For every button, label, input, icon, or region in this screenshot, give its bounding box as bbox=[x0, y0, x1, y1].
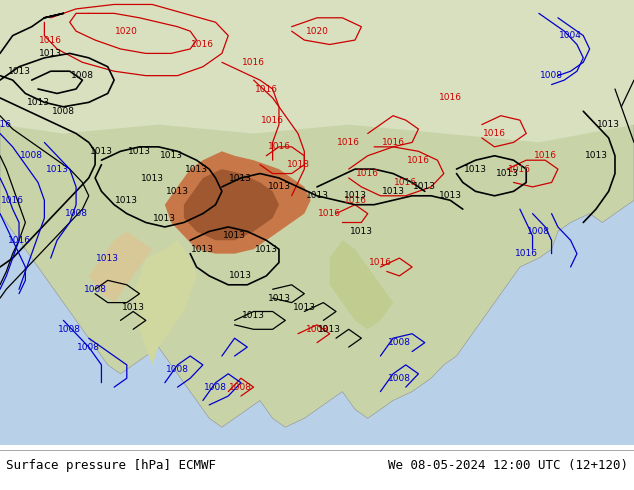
Text: 1016: 1016 bbox=[255, 84, 278, 94]
Text: 1013: 1013 bbox=[96, 254, 119, 263]
Text: 1013: 1013 bbox=[413, 182, 436, 192]
Text: 1013: 1013 bbox=[230, 271, 252, 280]
Text: 1008: 1008 bbox=[540, 71, 563, 80]
Text: 1016: 1016 bbox=[1, 196, 24, 205]
Polygon shape bbox=[89, 231, 152, 303]
Text: 1008: 1008 bbox=[527, 227, 550, 236]
Text: 1013: 1013 bbox=[344, 191, 366, 200]
Text: 1008: 1008 bbox=[52, 107, 75, 116]
Text: 1020: 1020 bbox=[306, 26, 328, 36]
Text: 1008: 1008 bbox=[388, 338, 411, 347]
Text: 1016: 1016 bbox=[356, 169, 379, 178]
Text: 1008: 1008 bbox=[84, 285, 107, 294]
Text: 1013: 1013 bbox=[115, 196, 138, 205]
Text: 1013: 1013 bbox=[122, 302, 145, 312]
Text: 1016: 1016 bbox=[515, 249, 538, 258]
Text: 1013: 1013 bbox=[268, 182, 290, 192]
Text: 1013: 1013 bbox=[160, 151, 183, 160]
Text: 1013: 1013 bbox=[255, 245, 278, 254]
Text: 1013: 1013 bbox=[27, 98, 49, 107]
Text: 1016: 1016 bbox=[394, 178, 417, 187]
Text: 1016: 1016 bbox=[318, 209, 341, 218]
Text: We 08-05-2024 12:00 UTC (12+120): We 08-05-2024 12:00 UTC (12+120) bbox=[387, 459, 628, 472]
Text: 1004: 1004 bbox=[559, 31, 582, 40]
Text: 1013: 1013 bbox=[46, 165, 68, 173]
Text: 1008: 1008 bbox=[77, 343, 100, 352]
Text: 1016: 1016 bbox=[344, 196, 366, 205]
Text: 1013: 1013 bbox=[439, 191, 462, 200]
Text: 1008: 1008 bbox=[58, 325, 81, 334]
Text: 1020: 1020 bbox=[115, 26, 138, 36]
Text: 1013: 1013 bbox=[191, 245, 214, 254]
Text: 1016: 1016 bbox=[382, 138, 404, 147]
Text: Surface pressure [hPa] ECMWF: Surface pressure [hPa] ECMWF bbox=[6, 459, 216, 472]
Text: 1008: 1008 bbox=[388, 374, 411, 383]
Text: 1016: 1016 bbox=[261, 116, 284, 124]
Polygon shape bbox=[133, 240, 197, 365]
Text: 1016: 1016 bbox=[0, 120, 11, 129]
Text: 1013: 1013 bbox=[293, 302, 316, 312]
Text: 1013: 1013 bbox=[223, 231, 246, 241]
Text: 1008: 1008 bbox=[166, 365, 189, 374]
Text: 1008: 1008 bbox=[20, 151, 43, 160]
Text: 1018: 1018 bbox=[287, 160, 309, 169]
Text: 1016: 1016 bbox=[534, 151, 557, 160]
Text: 1013: 1013 bbox=[166, 187, 189, 196]
Text: 1013: 1013 bbox=[585, 151, 607, 160]
Text: 1013: 1013 bbox=[318, 325, 341, 334]
Text: 1016: 1016 bbox=[337, 138, 360, 147]
Text: 1016: 1016 bbox=[242, 58, 265, 67]
Text: 1016: 1016 bbox=[369, 258, 392, 267]
Text: 1013: 1013 bbox=[39, 49, 62, 58]
Polygon shape bbox=[0, 0, 634, 427]
Text: 1016: 1016 bbox=[508, 165, 531, 173]
Polygon shape bbox=[165, 151, 311, 254]
Text: 1016: 1016 bbox=[8, 236, 30, 245]
Text: 1013: 1013 bbox=[185, 165, 208, 173]
Text: 1016: 1016 bbox=[268, 143, 290, 151]
Text: 1013: 1013 bbox=[496, 169, 519, 178]
Text: 1016: 1016 bbox=[439, 94, 462, 102]
Text: 1013: 1013 bbox=[230, 173, 252, 182]
Text: 1013: 1013 bbox=[464, 165, 487, 173]
Text: 1008: 1008 bbox=[71, 71, 94, 80]
Text: 1016: 1016 bbox=[191, 40, 214, 49]
Text: 1013: 1013 bbox=[350, 227, 373, 236]
Text: 1013: 1013 bbox=[8, 67, 30, 75]
Polygon shape bbox=[0, 0, 634, 143]
Text: 1013: 1013 bbox=[306, 191, 328, 200]
Polygon shape bbox=[184, 169, 279, 240]
Text: 1013: 1013 bbox=[153, 214, 176, 222]
Text: 1008: 1008 bbox=[306, 325, 328, 334]
Text: 1013: 1013 bbox=[128, 147, 151, 156]
Text: 1016: 1016 bbox=[407, 156, 430, 165]
Text: 1016: 1016 bbox=[39, 36, 62, 45]
Text: 1013: 1013 bbox=[242, 312, 265, 320]
Text: 1008: 1008 bbox=[204, 383, 227, 392]
Text: 1008: 1008 bbox=[65, 209, 87, 218]
Text: 1013: 1013 bbox=[597, 120, 620, 129]
Text: 1016: 1016 bbox=[483, 129, 506, 138]
Text: 1013: 1013 bbox=[382, 187, 404, 196]
Text: 1013: 1013 bbox=[90, 147, 113, 156]
Polygon shape bbox=[330, 240, 393, 329]
Text: 1008: 1008 bbox=[230, 383, 252, 392]
Text: 1013: 1013 bbox=[268, 294, 290, 303]
Text: 1013: 1013 bbox=[141, 173, 164, 182]
